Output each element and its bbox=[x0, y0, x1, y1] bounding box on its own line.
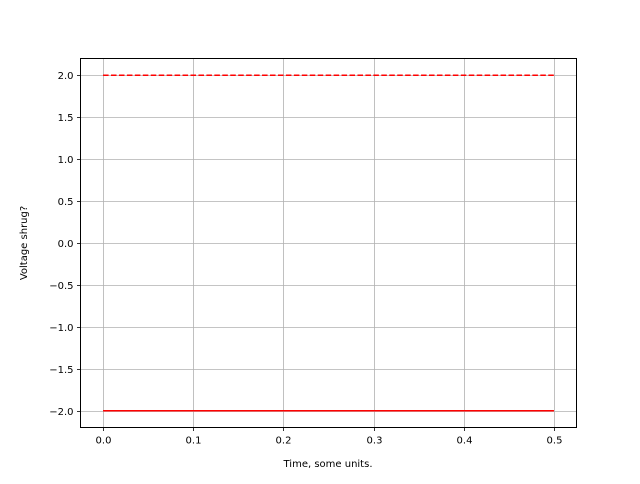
x-tick-label: 0.1 bbox=[186, 436, 202, 447]
y-tick-label: 1.0 bbox=[58, 155, 74, 166]
x-tick-label: 0.2 bbox=[276, 436, 292, 447]
y-tick-label: −2.0 bbox=[49, 407, 73, 418]
y-tick-label: −1.5 bbox=[49, 365, 73, 376]
y-axis-label: Voltage shrug? bbox=[19, 206, 30, 280]
y-tick-label: 0.5 bbox=[58, 197, 74, 208]
y-tick-label: −0.5 bbox=[49, 281, 73, 292]
x-tick-label: 0.4 bbox=[457, 436, 473, 447]
axes-frame bbox=[80, 58, 577, 428]
x-tick-label: 0.3 bbox=[367, 436, 383, 447]
y-tick-label: 2.0 bbox=[58, 71, 74, 82]
y-tick-label: 1.5 bbox=[58, 113, 74, 124]
x-axis-label: Time, some units. bbox=[283, 459, 373, 470]
y-tick-label: 0.0 bbox=[58, 239, 74, 250]
grid bbox=[80, 58, 577, 428]
y-tick-label: −1.0 bbox=[49, 323, 73, 334]
x-tick-label: 0.0 bbox=[96, 436, 112, 447]
x-tick-label: 0.5 bbox=[547, 436, 563, 447]
series-lines bbox=[103, 74, 554, 412]
ticks: 0.0 0.1 0.2 0.3 0.4 0.5 −2.0 −1.5 −1.0 −0.5 0.0 0.5… bbox=[49, 71, 562, 447]
